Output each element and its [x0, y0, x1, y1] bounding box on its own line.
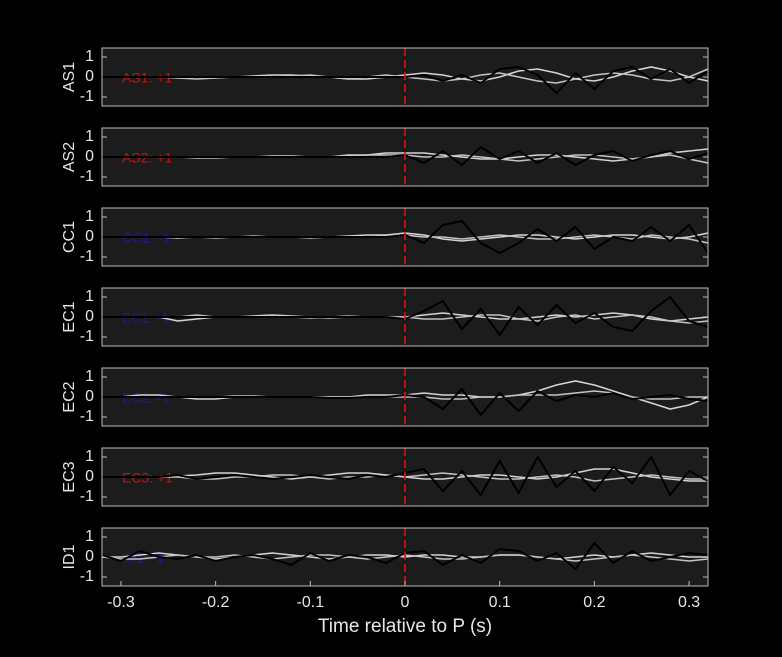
y-axis-label: EC2	[61, 381, 78, 412]
plot-frame	[101, 287, 709, 347]
x-tick-label: -0.1	[297, 594, 325, 611]
y-tick-label: 0	[85, 68, 94, 85]
y-tick-label: 1	[85, 528, 94, 545]
y-tick-label: 1	[85, 48, 94, 65]
y-axis-label: AS1	[61, 62, 78, 92]
y-tick-label: -1	[80, 168, 94, 185]
y-tick-label: 0	[85, 548, 94, 565]
y-tick-label: 0	[85, 308, 94, 325]
y-tick-label: -1	[80, 88, 94, 105]
plot-frame	[101, 447, 709, 507]
x-tick-label: 0.2	[583, 594, 605, 611]
y-tick-label: -1	[80, 488, 94, 505]
x-tick-label: -0.2	[202, 594, 230, 611]
y-tick-label: 1	[85, 288, 94, 305]
y-tick-label: 1	[85, 128, 94, 145]
x-tick-label: 0	[401, 594, 410, 611]
y-tick-label: 0	[85, 468, 94, 485]
y-axis-label: EC3	[61, 461, 78, 492]
y-axis-label: CC1	[61, 221, 78, 253]
y-tick-label: 1	[85, 448, 94, 465]
y-tick-label: -1	[80, 248, 94, 265]
y-axis-label: EC1	[61, 301, 78, 332]
y-tick-label: 0	[85, 148, 94, 165]
plot-frame	[101, 207, 709, 267]
y-tick-label: -1	[80, 328, 94, 345]
y-tick-label: 1	[85, 208, 94, 225]
y-tick-label: -1	[80, 568, 94, 585]
y-tick-label: 0	[85, 228, 94, 245]
y-axis-label: AS2	[61, 142, 78, 172]
y-tick-label: 1	[85, 368, 94, 385]
x-tick-label: 0.3	[678, 594, 700, 611]
x-axis-label: Time relative to P (s)	[318, 616, 492, 637]
y-tick-label: 0	[85, 388, 94, 405]
plot-frame	[101, 367, 709, 427]
y-axis-label: ID1	[61, 544, 78, 569]
y-tick-label: -1	[80, 408, 94, 425]
x-tick-label: -0.3	[107, 594, 135, 611]
plot-frame	[101, 127, 709, 187]
x-tick-label: 0.1	[489, 594, 511, 611]
plot-frame	[101, 47, 709, 107]
